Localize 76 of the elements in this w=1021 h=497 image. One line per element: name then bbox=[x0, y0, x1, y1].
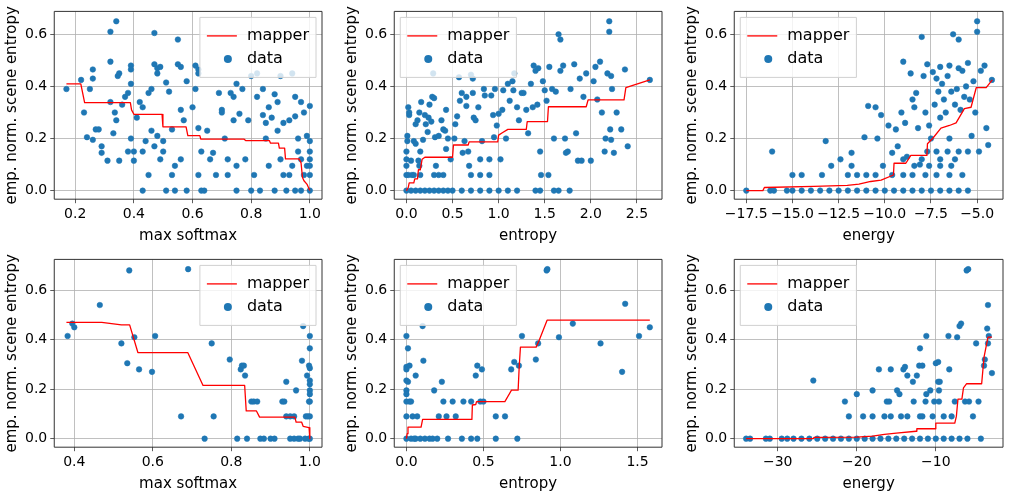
x-tick-label: 1.5 bbox=[533, 205, 556, 222]
legend-label: data bbox=[447, 48, 484, 68]
y-tick-label: 0.4 bbox=[705, 330, 728, 347]
y-tick-label: 0.6 bbox=[365, 24, 388, 41]
x-tick-label: 0.0 bbox=[395, 453, 418, 470]
legend-label: data bbox=[246, 48, 283, 68]
y-tick-label: 0.6 bbox=[705, 280, 728, 297]
x-tick-label: 0.5 bbox=[441, 205, 464, 222]
x-tick-label: 0.6 bbox=[181, 205, 204, 222]
y-tick-label: 0.2 bbox=[705, 129, 728, 146]
x-tick-label: 1.0 bbox=[487, 205, 510, 222]
x-tick-label: 2.5 bbox=[625, 205, 649, 222]
y-tick-label: 0.6 bbox=[25, 24, 48, 41]
legend-label: mapper bbox=[246, 25, 310, 45]
y-tick-label: 0.2 bbox=[25, 379, 48, 396]
y-axis-title: emp. norm. scene entropy bbox=[341, 253, 360, 453]
x-tick-label: 0.0 bbox=[395, 205, 418, 222]
x-tick-label: −30 bbox=[762, 453, 793, 470]
y-tick-label: 0.4 bbox=[25, 77, 48, 94]
y-tick-label: 0.0 bbox=[25, 429, 48, 446]
y-axis-title: emp. norm. scene entropy bbox=[1, 253, 20, 453]
legend-label: mapper bbox=[787, 273, 850, 293]
y-tick-label: 0.2 bbox=[705, 379, 728, 396]
x-tick-label: −15.0 bbox=[770, 205, 814, 222]
x-tick-label: −17.5 bbox=[724, 205, 768, 222]
x-tick-label: 0.8 bbox=[240, 205, 263, 222]
y-tick-label: 0.6 bbox=[705, 24, 728, 41]
legend-label: data bbox=[787, 296, 824, 316]
x-tick-label: −20 bbox=[842, 453, 872, 470]
legend-label: mapper bbox=[787, 25, 850, 45]
x-tick-label: 0.5 bbox=[472, 453, 495, 470]
x-tick-label: 1.0 bbox=[298, 453, 321, 470]
y-tick-label: 0.0 bbox=[705, 181, 728, 198]
y-tick-label: 0.2 bbox=[25, 129, 48, 146]
x-axis-title: energy bbox=[842, 473, 895, 492]
x-axis-title: entropy bbox=[499, 473, 558, 492]
y-axis-title: emp. norm. scene entropy bbox=[681, 5, 700, 205]
x-tick-label: −7.5 bbox=[913, 205, 948, 222]
legend-label: data bbox=[246, 296, 283, 316]
y-tick-label: 0.0 bbox=[365, 429, 388, 446]
x-axis-title: max softmax bbox=[139, 225, 238, 244]
x-tick-label: 1.0 bbox=[549, 453, 572, 470]
x-tick-label: 0.4 bbox=[63, 453, 86, 470]
legend-label: mapper bbox=[246, 273, 310, 293]
y-tick-label: 0.4 bbox=[25, 330, 48, 347]
x-axis-title: max softmax bbox=[139, 473, 238, 492]
y-tick-label: 0.6 bbox=[25, 280, 48, 297]
x-axis-title: entropy bbox=[499, 225, 558, 244]
x-axis-title: energy bbox=[842, 225, 895, 244]
y-tick-label: 0.0 bbox=[705, 429, 728, 446]
x-tick-label: 0.8 bbox=[220, 453, 243, 470]
y-tick-label: 0.0 bbox=[365, 181, 388, 198]
y-tick-label: 0.2 bbox=[365, 379, 388, 396]
y-tick-label: 0.4 bbox=[365, 77, 388, 94]
x-tick-label: −10.0 bbox=[863, 205, 907, 222]
x-tick-label: 1.5 bbox=[626, 453, 649, 470]
x-tick-label: −10 bbox=[921, 453, 951, 470]
legend-label: data bbox=[787, 48, 824, 68]
x-tick-label: 0.2 bbox=[64, 205, 87, 222]
y-tick-label: 0.6 bbox=[365, 280, 388, 297]
y-tick-label: 0.0 bbox=[25, 181, 48, 198]
x-tick-label: 2.0 bbox=[579, 205, 602, 222]
y-tick-label: 0.4 bbox=[705, 77, 728, 94]
x-tick-label: 1.0 bbox=[298, 205, 321, 222]
x-tick-label: 0.6 bbox=[141, 453, 165, 470]
x-tick-label: −12.5 bbox=[817, 205, 861, 222]
x-tick-label: 0.4 bbox=[122, 205, 146, 222]
y-axis-title: emp. norm. scene entropy bbox=[681, 253, 700, 453]
y-axis-title: emp. norm. scene entropy bbox=[1, 5, 20, 205]
legend-label: mapper bbox=[447, 25, 510, 45]
y-axis-title: emp. norm. scene entropy bbox=[341, 5, 360, 205]
y-tick-label: 0.4 bbox=[365, 330, 388, 347]
x-tick-label: −5.0 bbox=[960, 205, 995, 222]
y-tick-label: 0.2 bbox=[365, 129, 388, 146]
legend-label: data bbox=[447, 296, 484, 316]
legend-label: mapper bbox=[447, 273, 510, 293]
